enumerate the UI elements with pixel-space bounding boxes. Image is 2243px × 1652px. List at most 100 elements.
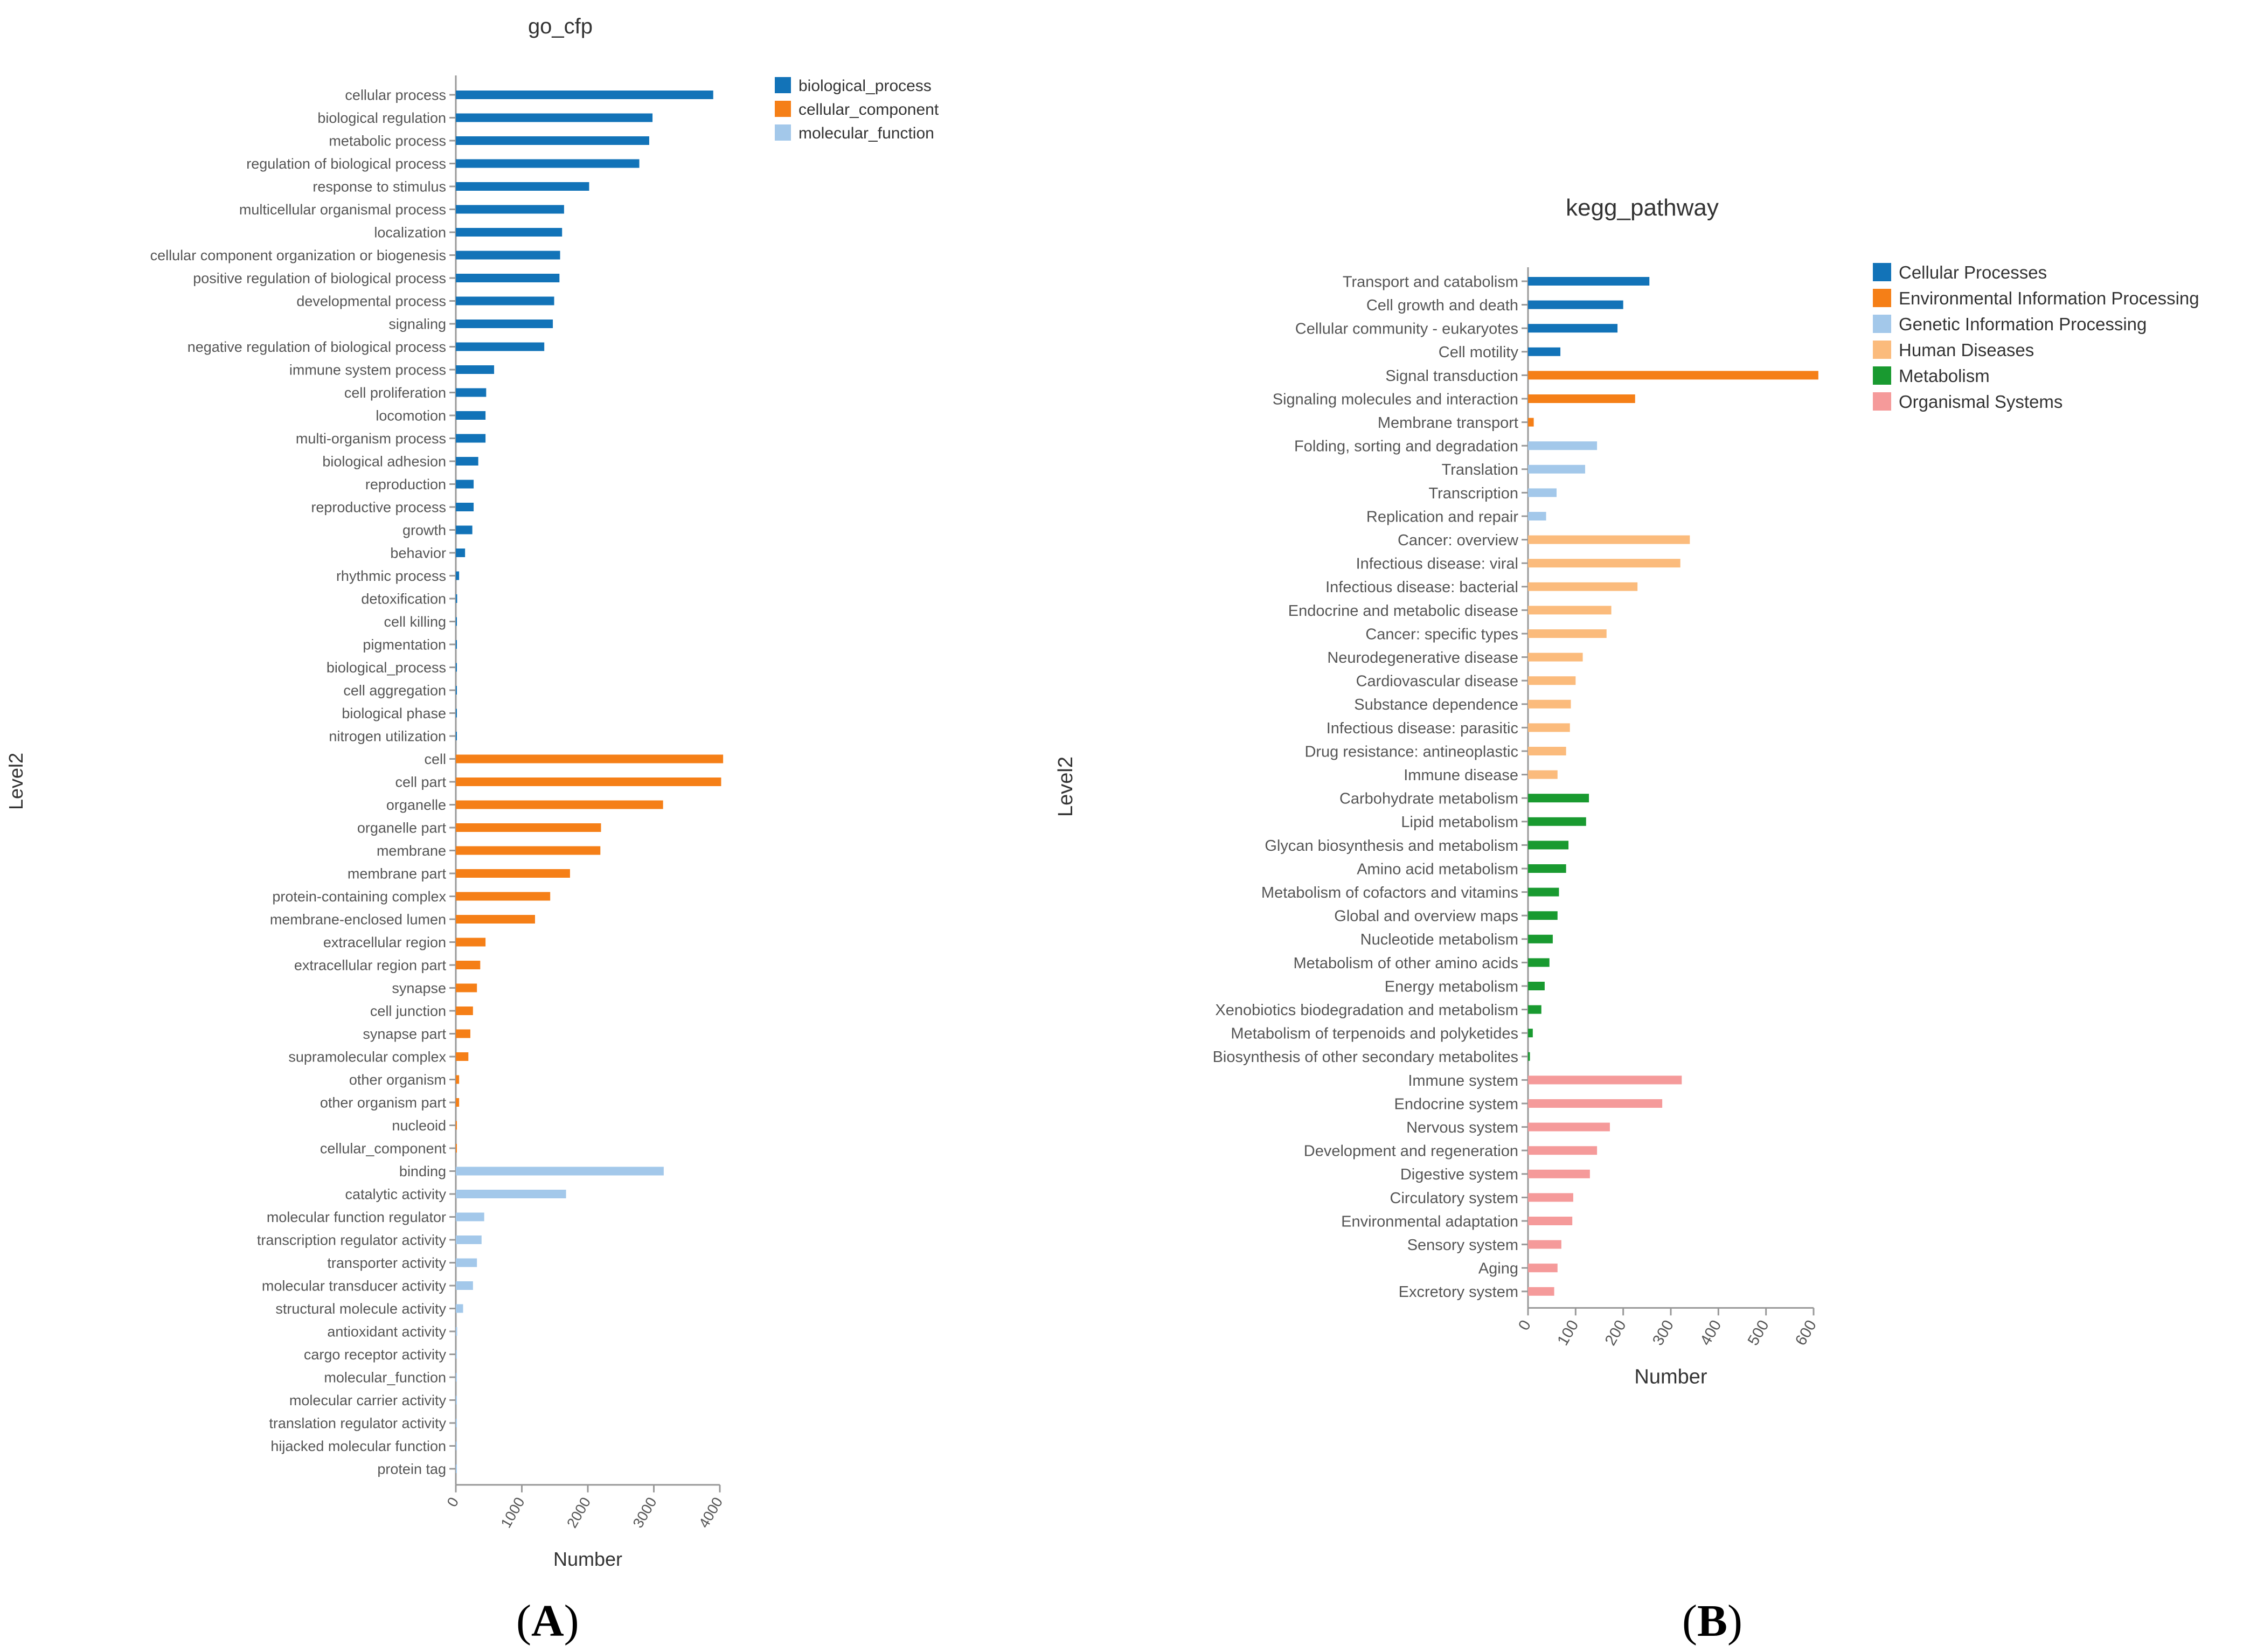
bar-other-organism (456, 1075, 460, 1084)
x-tick-label: 4000 (696, 1495, 726, 1531)
category-label-organelle-part: organelle part (357, 820, 447, 836)
category-label-translation-regulator-activity: translation regulator activity (269, 1415, 446, 1432)
bar-xenobiotics-biodegradation-and-metabolism (1528, 1005, 1541, 1014)
category-label-immune-system: Immune system (1408, 1072, 1518, 1089)
bar-cell-growth-and-death (1528, 300, 1623, 309)
category-label-synapse: synapse (392, 980, 446, 996)
category-label-nucleoid: nucleoid (392, 1117, 446, 1134)
bar-global-and-overview-maps (1528, 911, 1558, 920)
bar-biological-regulation (456, 113, 653, 122)
category-label-extracellular-region: extracellular region (323, 934, 446, 950)
category-label-antioxidant-activity: antioxidant activity (327, 1324, 446, 1340)
x-tick-label: 300 (1649, 1317, 1677, 1349)
x-tick-label: 100 (1554, 1317, 1582, 1349)
bar-excretory-system (1528, 1287, 1554, 1296)
legend-label-molecular-function: molecular_function (798, 124, 934, 142)
category-label-membrane-transport: Membrane transport (1378, 414, 1518, 432)
category-label-biosynthesis-of-other-secondary-metabolites: Biosynthesis of other secondary metaboli… (1213, 1049, 1518, 1066)
category-label-developmental-process: developmental process (296, 293, 446, 309)
category-label-hijacked-molecular-function: hijacked molecular function (270, 1438, 446, 1454)
bar-immune-disease (1528, 770, 1558, 779)
bar-supramolecular-complex (456, 1052, 469, 1061)
x-axis-title: Number (553, 1548, 622, 1570)
legend-label-biological-process: biological_process (798, 77, 932, 95)
bar-multi-organism-process (456, 434, 486, 443)
x-tick-label: 1000 (498, 1495, 528, 1531)
bar-aging (1528, 1264, 1558, 1273)
category-label-amino-acid-metabolism: Amino acid metabolism (1357, 860, 1518, 878)
category-label-reproduction: reproduction (365, 476, 446, 492)
x-tick-label: 600 (1792, 1317, 1820, 1349)
category-label-folding-sorting-and-degradation: Folding, sorting and degradation (1294, 438, 1518, 455)
category-label-cell-motility: Cell motility (1439, 344, 1519, 361)
bar-membrane-transport (1528, 418, 1534, 427)
bar-transporter-activity (456, 1258, 477, 1267)
bar-organelle-part (456, 823, 601, 832)
bar-nitrogen-utilization (456, 732, 457, 740)
bar-localization (456, 228, 563, 237)
x-tick-label: 0 (1515, 1317, 1534, 1334)
bar-biological-phase (456, 709, 457, 718)
bar-biological-adhesion (456, 457, 478, 466)
category-label-binding: binding (399, 1163, 446, 1179)
category-label-cell-junction: cell junction (370, 1003, 446, 1019)
bar-molecular-function (456, 1373, 457, 1382)
bar-endocrine-system (1528, 1099, 1663, 1108)
x-tick-label: 0 (444, 1495, 462, 1510)
y-axis-title: Level2 (1054, 756, 1077, 817)
category-label-cell-part: cell part (395, 774, 446, 790)
category-label-biological-regulation: biological regulation (317, 110, 446, 126)
category-label-cellular-component: cellular_component (320, 1141, 447, 1157)
category-label-supramolecular-complex: supramolecular complex (288, 1049, 446, 1065)
bar-signaling (456, 320, 553, 328)
bar-response-to-stimulus (456, 182, 589, 191)
x-tick-label: 2000 (564, 1495, 594, 1531)
chart-title: go_cfp (528, 15, 593, 38)
bar-transport-and-catabolism (1528, 277, 1650, 286)
bar-molecular-function-regulator (456, 1212, 484, 1221)
bar-membrane (456, 846, 601, 855)
category-label-membrane: membrane (377, 843, 446, 859)
bar-protein-tag (456, 1464, 457, 1473)
bar-extracellular-region (456, 938, 486, 947)
category-label-global-and-overview-maps: Global and overview maps (1334, 908, 1518, 925)
category-label-circulatory-system: Circulatory system (1390, 1190, 1519, 1207)
bar-biosynthesis-of-other-secondary-metabolites (1528, 1052, 1530, 1061)
category-label-transporter-activity: transporter activity (327, 1255, 446, 1271)
bar-negative-regulation-of-biological-process (456, 342, 545, 351)
bar-drug-resistance-antineoplastic (1528, 747, 1566, 755)
x-tick-label: 3000 (630, 1495, 660, 1531)
category-label-cancer-overview: Cancer: overview (1398, 532, 1519, 549)
category-label-cancer-specific-types: Cancer: specific types (1365, 626, 1518, 643)
bar-nervous-system (1528, 1122, 1610, 1132)
category-label-structural-molecule-activity: structural molecule activity (275, 1301, 446, 1317)
bar-metabolic-process (456, 136, 649, 145)
category-label-cargo-receptor-activity: cargo receptor activity (304, 1346, 447, 1363)
category-label-infectious-disease-bacterial: Infectious disease: bacterial (1325, 579, 1518, 596)
category-label-xenobiotics-biodegradation-and-metabolism: Xenobiotics biodegradation and metabolis… (1215, 1002, 1518, 1019)
category-label-organelle: organelle (386, 797, 446, 813)
bar-membrane-part (456, 869, 570, 878)
x-tick-label: 400 (1697, 1317, 1725, 1349)
chart-go-cfp: go_cfp cellular process biological regulat… (5, 15, 939, 1570)
bar-cell-proliferation (456, 388, 487, 397)
legend-swatch-human-diseases (1873, 341, 1891, 359)
bar-cargo-receptor-activity (456, 1350, 457, 1359)
bar-signaling-molecules-and-interaction (1528, 394, 1635, 403)
category-label-nitrogen-utilization: nitrogen utilization (329, 728, 446, 745)
category-label-extracellular-region-part: extracellular region part (294, 957, 447, 974)
bar-nucleoid (456, 1121, 457, 1130)
category-label-growth: growth (402, 522, 446, 538)
legend-swatch-environmental-information-processing (1873, 289, 1891, 307)
legend-swatch-cellular-component (775, 101, 791, 117)
category-label-nucleotide-metabolism: Nucleotide metabolism (1360, 931, 1518, 948)
category-label-other-organism: other organism (349, 1072, 446, 1088)
panel-label-a: (A) (516, 1596, 579, 1646)
category-label-digestive-system: Digestive system (1400, 1166, 1518, 1183)
bar-metabolism-of-other-amino-acids (1528, 958, 1550, 967)
legend-label-metabolism: Metabolism (1899, 366, 1990, 386)
bar-immune-system-process (456, 365, 495, 374)
bar-transcription-regulator-activity (456, 1235, 482, 1244)
category-label-endocrine-system: Endocrine system (1394, 1095, 1519, 1113)
